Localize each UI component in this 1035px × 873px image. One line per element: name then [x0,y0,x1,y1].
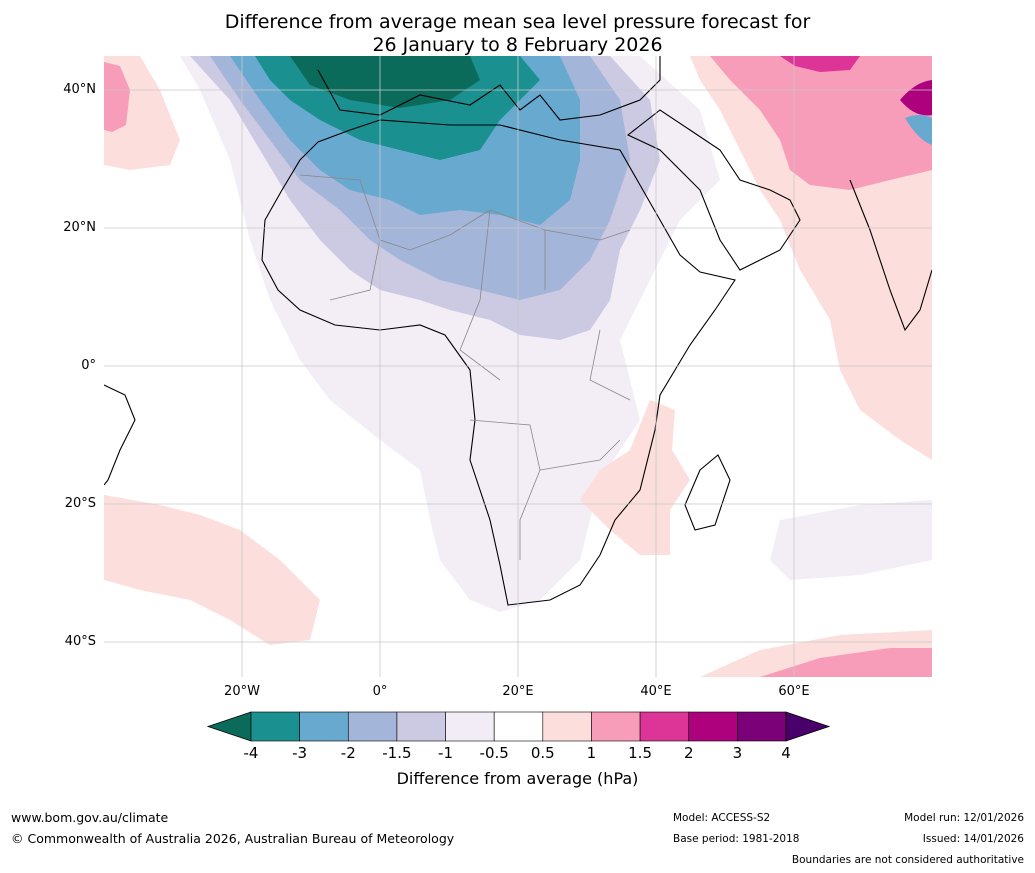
colorbar-tick-label: 1 [586,744,597,762]
colorbar-extend-high [785,711,831,742]
footer-issued: Issued: 14/01/2026 [922,833,1024,845]
colorbar-tick-label: 4 [781,744,791,762]
colorbar-segment [542,711,592,742]
colorbar-tick-label: -0.5 [479,744,509,762]
colorbar-segment [639,711,690,742]
lon-label-20w: 20°W [224,684,260,699]
colorbar-tick-label: -3 [292,744,308,762]
colorbar-segment [445,711,495,742]
country-borders [299,174,631,560]
chart-title-line-2: 26 January to 8 February 2026 [372,34,663,56]
colorbar-segment [396,711,446,742]
footer-website: www.bom.gov.au/climate [11,810,169,825]
colorbar-segment [493,711,544,742]
chart-title-line-1: Difference from average mean sea level p… [224,11,811,33]
colorbar-extend-low [206,711,252,742]
lat-label-40s: 40°S [64,634,96,649]
colorbar-tick-label: -1 [438,744,454,762]
footer-copyright: © Commonwealth of Australia 2026, Austra… [11,831,455,846]
anomaly-region-plus-1-south-east [760,648,932,677]
lon-label-20e: 20°E [502,684,534,699]
colorbar-segment [688,711,738,742]
lat-label-equator: 0° [81,358,96,373]
anomaly-region-plus-1-atlantic-north [104,62,130,132]
colorbar-segments [206,711,831,742]
colorbar-tick-label: 1.5 [628,744,652,762]
india-coastline [849,179,932,332]
africa-coastline [261,119,736,606]
lon-label-0: 0° [372,684,388,699]
footer-model-run: Model run: 12/01/2026 [904,812,1024,824]
colorbar-tick-label: 0.5 [530,744,555,762]
lat-label-20n: 20°N [63,220,96,235]
lat-label-20s: 20°S [64,496,96,511]
anomaly-region-plus-2-asia [900,80,932,116]
colorbar-segment [347,711,398,742]
footer-model: Model: ACCESS-S2 [673,812,771,824]
colorbar-label: Difference from average (hPa) [396,769,639,788]
coastlines [104,56,932,606]
anomaly-region-minus-0.5-indian [770,500,932,580]
colorbar-tick-label: 2 [683,744,694,762]
colorbar-tick-label: 3 [732,744,743,762]
lat-label-40n: 40°N [63,82,96,97]
colorbar-tick-label: -1.5 [382,744,412,762]
anomaly-region-minus-asia [905,115,932,145]
south-america-coastline [104,384,136,486]
anomaly-region-plus-1-asia [710,56,932,190]
lon-label-40e: 40°E [640,684,672,699]
colorbar-tick-label: -4 [243,744,259,762]
anomaly-region-plus-1.5-asia [780,56,860,72]
madagascar-coastline [684,454,731,531]
colorbar-segment [591,711,641,742]
colorbar-segment [299,711,349,742]
gridlines [104,56,932,677]
colorbar-segment [250,711,300,742]
colorbar-segment [737,711,787,742]
colorbar-tick-label: -2 [340,744,356,762]
arabia-coastline [626,109,801,271]
anomaly-region-plus-0.5-atlantic-south [104,495,320,645]
footer-disclaimer: Boundaries are not considered authoritat… [791,854,1024,866]
anomaly-region-minus-4 [290,56,480,108]
map-content [104,56,932,677]
lon-label-60e: 60°E [778,684,810,699]
anomaly-region-plus-0.5-mozambique [580,400,690,555]
footer-base-period: Base period: 1981-2018 [673,833,800,845]
